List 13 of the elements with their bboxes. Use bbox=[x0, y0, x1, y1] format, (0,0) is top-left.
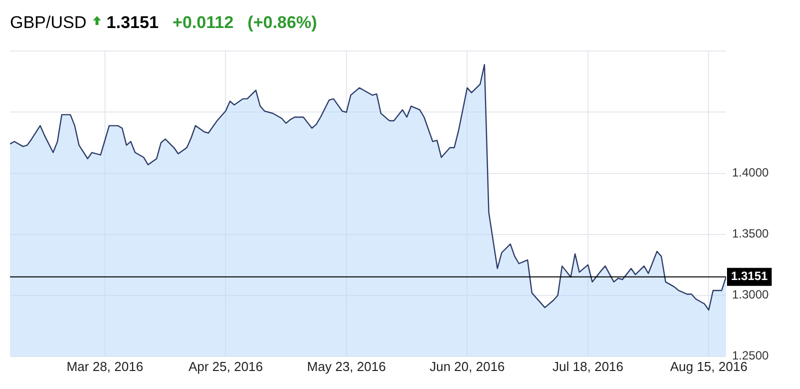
x-tick-label: May 23, 2016 bbox=[307, 358, 386, 374]
ref-line-label: 1.3151 bbox=[731, 269, 768, 284]
chart-title: GBP/USD bbox=[10, 13, 87, 33]
x-tick-label: Jun 20, 2016 bbox=[430, 358, 505, 374]
y-tick-label: 1.4000 bbox=[732, 166, 770, 180]
x-tick-label: Jul 18, 2016 bbox=[552, 358, 624, 374]
text: (+0.86%) bbox=[248, 13, 317, 33]
x-tick-label: Apr 25, 2016 bbox=[188, 358, 263, 374]
y-tick-label: 1.3500 bbox=[732, 226, 770, 241]
x-tick-label: Mar 28, 2016 bbox=[66, 358, 144, 374]
y-tick-label: 1.3000 bbox=[732, 288, 770, 302]
text: +0.0112 bbox=[172, 13, 234, 33]
text: 1.3151 bbox=[106, 13, 159, 33]
